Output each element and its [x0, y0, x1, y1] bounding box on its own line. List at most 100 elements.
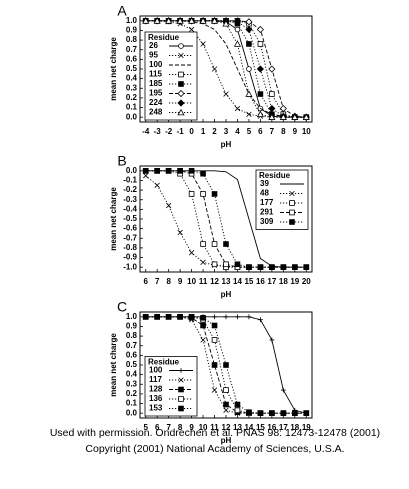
y-tick-label: 0.4: [126, 74, 138, 83]
y-tick-label: 0.7: [126, 45, 138, 54]
legend-title: Residue: [259, 171, 291, 180]
point: [223, 407, 229, 413]
legend-label: 48: [260, 189, 269, 198]
legend-label: 100: [149, 60, 163, 69]
legend-title: Residue: [148, 358, 180, 367]
x-tick-label: 17: [267, 277, 276, 286]
panel-label: C: [117, 299, 127, 315]
point: [291, 113, 299, 120]
point: [200, 322, 206, 329]
point: [279, 104, 287, 113]
point: [211, 387, 218, 393]
point: [303, 410, 310, 416]
point: [142, 17, 150, 24]
x-tick-label: 5: [247, 127, 252, 136]
y-tick-label: -0.3: [123, 195, 137, 204]
point: [200, 170, 206, 177]
y-axis-label: mean net charge: [109, 37, 118, 101]
y-tick-label: 0.8: [126, 331, 138, 340]
legend-marker: [178, 43, 184, 49]
point: [223, 91, 229, 97]
y-tick-label: 0.8: [126, 35, 138, 44]
point: [268, 104, 276, 113]
point: [246, 264, 252, 270]
y-tick-label: 0.2: [126, 389, 138, 398]
x-tick-label: 12: [210, 277, 219, 286]
x-tick-label: -2: [165, 127, 173, 136]
y-tick-label: 0.1: [126, 103, 138, 112]
x-tick-label: -1: [177, 127, 185, 136]
point: [245, 18, 253, 26]
panel-label: B: [117, 153, 126, 169]
point: [211, 261, 218, 268]
point: [200, 314, 206, 321]
point: [234, 407, 241, 414]
point: [211, 362, 218, 368]
x-axis-label: pH: [221, 140, 232, 149]
y-tick-label: 0.3: [126, 83, 138, 92]
y-tick-label: 0.0: [126, 408, 138, 417]
y-tick-label: 0.6: [126, 54, 138, 63]
point: [165, 17, 173, 24]
y-tick-label: 0.3: [126, 379, 138, 388]
point: [188, 26, 195, 33]
x-tick-label: 4: [235, 127, 240, 136]
point: [233, 40, 242, 47]
legend-label: 153: [149, 404, 163, 413]
point: [291, 410, 298, 416]
point: [165, 314, 172, 320]
point: [211, 241, 218, 247]
series-line: [145, 316, 307, 414]
point: [269, 337, 275, 343]
point: [256, 110, 264, 118]
point: [153, 17, 161, 24]
point: [257, 264, 264, 270]
y-tick-label: -1.0: [123, 262, 137, 271]
legend-label: 177: [260, 198, 274, 207]
y-tick-label: 0.5: [126, 360, 138, 369]
y-tick-label: 0.9: [126, 322, 138, 331]
point: [142, 168, 149, 174]
x-tick-label: 13: [222, 277, 231, 286]
point: [269, 91, 275, 97]
point: [188, 250, 195, 256]
legend-marker: [178, 52, 184, 59]
point: [177, 168, 183, 174]
y-tick-label: -0.8: [123, 243, 137, 252]
point: [211, 337, 218, 343]
point: [256, 25, 264, 34]
legend-label: 95: [149, 51, 158, 60]
legend-label: 195: [149, 89, 163, 98]
x-tick-label: 8: [281, 127, 286, 136]
x-tick-label: 6: [258, 127, 263, 136]
legend-label: 248: [149, 108, 163, 117]
point: [268, 113, 276, 120]
legend-marker: [178, 81, 184, 87]
point: [245, 90, 253, 97]
y-tick-label: -0.7: [123, 233, 137, 242]
point: [165, 202, 172, 209]
x-tick-label: -3: [154, 127, 162, 136]
legend-label: 128: [149, 385, 163, 394]
y-tick-label: 0.5: [126, 64, 138, 73]
x-tick-label: 19: [290, 277, 299, 286]
y-tick-label: 0.0: [126, 166, 138, 175]
legend-marker: [178, 396, 184, 402]
point: [223, 241, 229, 247]
y-tick-label: 0.6: [126, 350, 138, 359]
x-axis-label: pH: [221, 290, 232, 299]
y-axis-label: mean net charge: [109, 187, 118, 251]
x-tick-label: -4: [142, 127, 150, 136]
point: [280, 387, 286, 393]
legend-marker: [178, 71, 184, 78]
x-tick-label: 15: [244, 277, 253, 286]
caption-line: Copyright (2001) National Academy of Sci…: [85, 443, 344, 455]
legend-label: 100: [149, 366, 163, 375]
point: [212, 314, 217, 320]
legend-marker: [177, 108, 185, 116]
y-tick-label: -0.9: [123, 253, 137, 262]
x-tick-label: 15: [256, 423, 265, 432]
y-tick-label: 0.0: [126, 112, 138, 121]
point: [188, 191, 195, 197]
